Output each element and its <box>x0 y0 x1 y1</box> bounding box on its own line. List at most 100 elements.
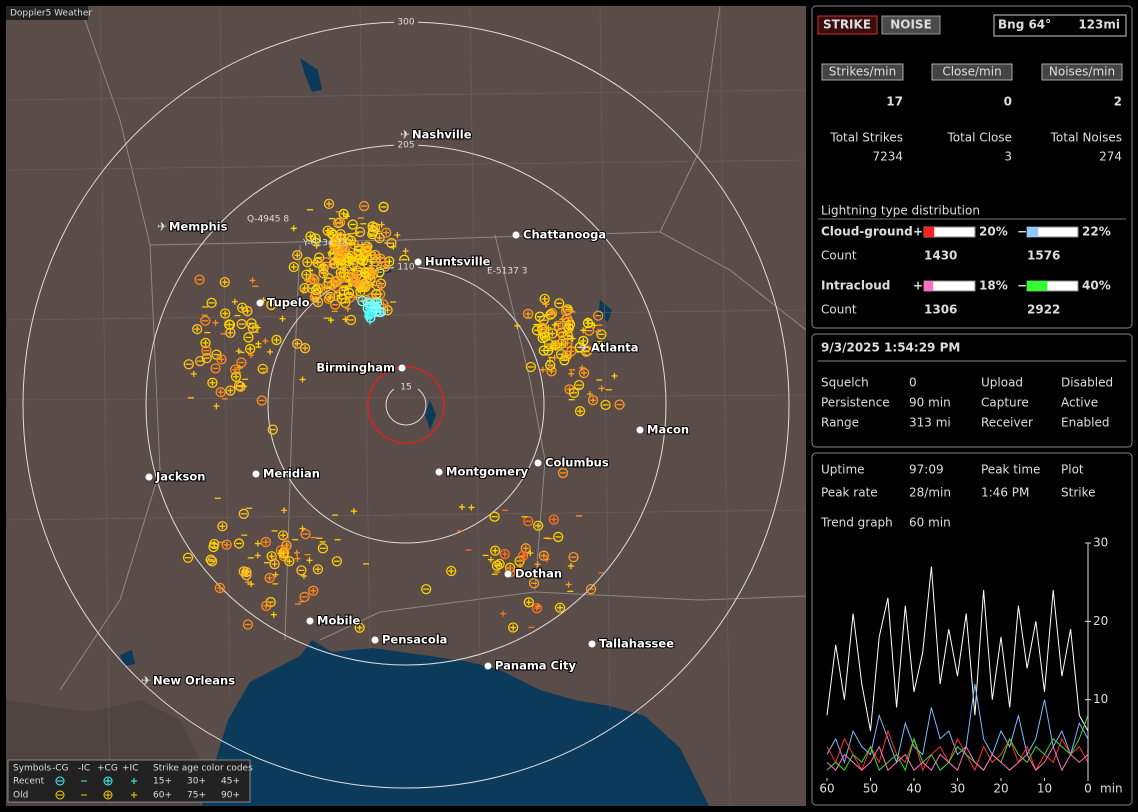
city-dot <box>534 459 542 467</box>
title-box <box>6 6 88 20</box>
city-dot <box>145 473 153 481</box>
strike-ring <box>536 324 548 335</box>
strike-ring <box>347 258 359 270</box>
strike-ring <box>532 520 544 531</box>
map-title: Doppler5 Weather <box>10 9 92 19</box>
strike-ring <box>338 208 349 220</box>
strike-symbol <box>321 257 332 268</box>
strike-ring <box>292 250 303 261</box>
x-tick-label: 0 <box>1084 782 1092 796</box>
strike-ring <box>309 291 321 303</box>
strike-symbol <box>523 516 534 527</box>
total-value: 3 <box>1004 150 1012 164</box>
trend-line <box>826 683 1089 765</box>
strike-ring <box>266 299 277 311</box>
strike-symbol <box>362 241 373 252</box>
strike-ring <box>357 296 368 307</box>
strike-ring <box>235 381 246 392</box>
city-dot <box>588 640 596 648</box>
strike-button[interactable] <box>817 15 878 35</box>
strike-ring <box>219 277 230 288</box>
datetime: 9/3/2025 1:54:29 PM <box>821 341 960 355</box>
rate-value: 2 <box>1114 95 1122 109</box>
strike-symbol <box>314 252 325 263</box>
rate-label: Noises/min <box>1049 65 1115 79</box>
strike-ring <box>242 305 253 317</box>
strike-symbol <box>539 293 550 305</box>
strike-button-label: STRIKE <box>823 18 871 32</box>
strike-symbol <box>559 355 570 366</box>
strike-symbol <box>235 348 242 355</box>
x-tick-label: 10 <box>1037 782 1052 796</box>
strike-symbol <box>293 549 300 556</box>
strike-symbol <box>307 267 314 274</box>
strike-ring <box>564 319 576 330</box>
strike-ring <box>614 399 625 410</box>
airport-icon: ✈ <box>579 341 589 355</box>
city-label: Nashville <box>412 128 472 142</box>
city-label: Tupelo <box>267 296 310 310</box>
strike-ring <box>548 514 559 525</box>
age-code: 90+ <box>221 791 240 801</box>
strike-symbol <box>543 345 554 356</box>
pct-label: 40% <box>1082 279 1111 293</box>
y-tick-label: 30 <box>1093 536 1108 550</box>
x-tick-label: 50 <box>863 782 878 796</box>
city-label: Birmingham <box>316 361 395 375</box>
strike-ring <box>301 269 312 280</box>
strike-symbol <box>376 256 387 267</box>
strike-symbol <box>292 338 303 349</box>
strike-symbol <box>261 600 272 612</box>
type-sign: − <box>1017 279 1027 293</box>
strike-symbol <box>551 321 558 328</box>
legend-row-label: Old <box>13 791 28 801</box>
strike-ring <box>368 265 379 276</box>
strike-ring <box>257 363 268 374</box>
city-dot <box>414 258 422 266</box>
pct-bar <box>924 281 934 291</box>
rate-label-box <box>931 63 1013 81</box>
strike-symbol <box>534 561 541 568</box>
strike-symbol <box>300 528 311 540</box>
ring-label-bg <box>394 139 418 151</box>
stats-field: 1:46 PM <box>981 486 1029 500</box>
strike-symbol <box>302 257 313 268</box>
legend-box <box>7 759 251 803</box>
strike-ring <box>229 364 241 375</box>
type-count: 1306 <box>924 303 957 317</box>
legend-symbol <box>131 792 137 798</box>
strike-symbol <box>281 540 292 551</box>
strike-symbol <box>290 225 297 232</box>
strike-ring <box>299 591 310 603</box>
strike-symbol <box>595 328 602 335</box>
noise-button-label: NOISE <box>890 18 932 32</box>
strike-symbol <box>523 597 534 608</box>
strike-symbol <box>553 531 564 543</box>
strike-ring <box>374 232 385 244</box>
strike-symbol <box>311 260 318 267</box>
strike-symbol <box>220 308 231 319</box>
bearing: Bng 64° <box>998 18 1051 32</box>
strike-symbol <box>371 303 382 314</box>
strike-ring <box>206 556 218 567</box>
strike-symbol <box>390 243 397 250</box>
strike-ring <box>238 508 249 519</box>
strike-symbol <box>585 583 597 595</box>
airport-icon: ✈ <box>157 220 167 234</box>
strike-ring <box>446 565 457 577</box>
close-ring <box>367 366 445 444</box>
stats-field: Peak rate <box>821 486 878 500</box>
strike-symbol <box>230 371 242 382</box>
strike-symbol <box>544 338 555 350</box>
strike-symbol <box>245 579 252 586</box>
strike-symbol <box>578 367 590 379</box>
strike-ring <box>215 387 226 398</box>
strike-ring <box>345 235 357 246</box>
noise-button[interactable] <box>881 15 941 35</box>
status-field: 0 <box>909 376 917 390</box>
county-lines <box>6 6 806 806</box>
strike-symbol <box>277 530 289 541</box>
airport-icon: ✈ <box>141 674 151 688</box>
strike-symbol <box>345 314 357 326</box>
stats-field: Plot <box>1061 463 1084 477</box>
